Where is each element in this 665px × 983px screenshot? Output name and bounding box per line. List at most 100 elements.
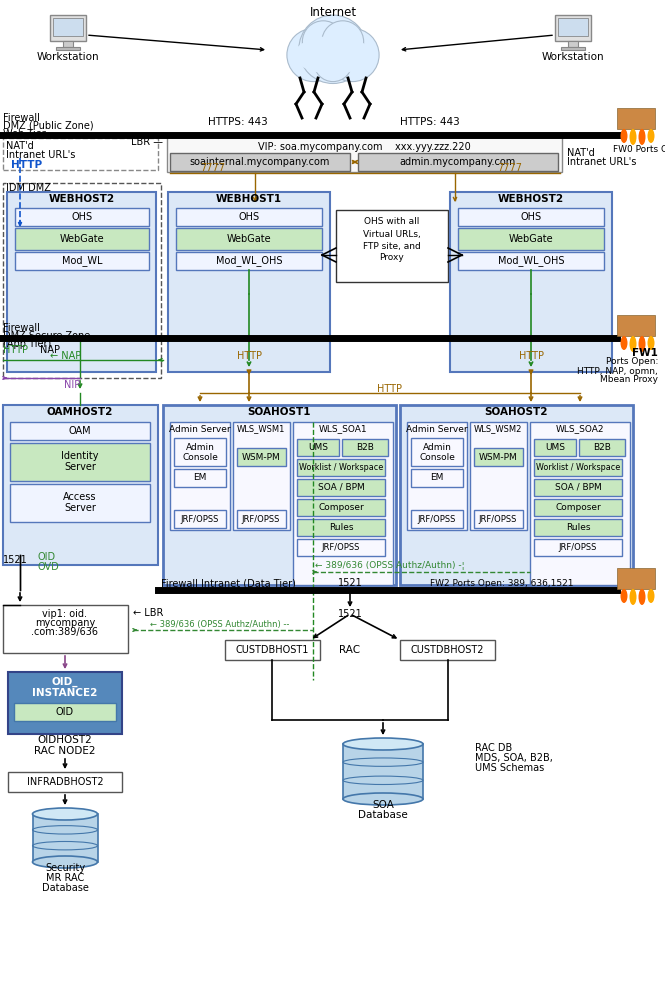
Text: OID: OID	[38, 552, 56, 562]
Text: Virtual URLs,: Virtual URLs,	[363, 229, 421, 239]
Text: Workstation: Workstation	[542, 52, 604, 62]
Text: Proxy: Proxy	[380, 254, 404, 262]
Text: OVD: OVD	[38, 562, 60, 572]
Text: WSM-PM: WSM-PM	[241, 452, 281, 461]
Text: DMZ (Public Zone): DMZ (Public Zone)	[3, 121, 94, 131]
FancyBboxPatch shape	[176, 228, 322, 250]
Text: vip1: oid.: vip1: oid.	[43, 609, 88, 619]
Text: JRF/OPSS: JRF/OPSS	[418, 514, 456, 524]
Text: 7777: 7777	[201, 163, 225, 173]
Ellipse shape	[638, 336, 646, 352]
Text: Worklist / Workspace: Worklist / Workspace	[536, 462, 620, 472]
Text: Mod_WL_OHS: Mod_WL_OHS	[215, 256, 282, 266]
Text: ← 389/636 (OPSS Authz/Authn) --: ← 389/636 (OPSS Authz/Authn) --	[150, 619, 290, 628]
FancyBboxPatch shape	[336, 210, 448, 282]
Text: Database: Database	[358, 810, 408, 820]
FancyBboxPatch shape	[237, 510, 286, 528]
Text: UMS Schemas: UMS Schemas	[475, 763, 544, 773]
Text: WEBHOST1: WEBHOST1	[216, 194, 282, 204]
FancyBboxPatch shape	[400, 640, 495, 660]
FancyBboxPatch shape	[558, 18, 588, 36]
Ellipse shape	[620, 589, 628, 603]
Ellipse shape	[648, 129, 654, 143]
Text: Admin Server: Admin Server	[406, 425, 467, 434]
FancyBboxPatch shape	[342, 439, 388, 456]
Text: ← 389/636 (OPSS Authz/Authn) -¦: ← 389/636 (OPSS Authz/Authn) -¦	[315, 561, 465, 570]
FancyBboxPatch shape	[474, 510, 523, 528]
Text: Rules: Rules	[329, 523, 353, 532]
FancyBboxPatch shape	[617, 108, 655, 129]
Text: Console: Console	[182, 452, 218, 461]
FancyBboxPatch shape	[3, 138, 158, 170]
FancyBboxPatch shape	[458, 228, 604, 250]
Text: Workstation: Workstation	[37, 52, 99, 62]
FancyBboxPatch shape	[534, 499, 622, 516]
Text: JRF/OPSS: JRF/OPSS	[559, 543, 597, 551]
FancyBboxPatch shape	[450, 192, 612, 372]
Text: OHS: OHS	[71, 212, 92, 222]
Text: ← LBR: ← LBR	[133, 608, 164, 618]
Ellipse shape	[343, 793, 423, 805]
FancyBboxPatch shape	[15, 252, 149, 270]
Text: JRF/OPSS: JRF/OPSS	[322, 543, 360, 551]
Text: MDS, SOA, B2B,: MDS, SOA, B2B,	[475, 753, 553, 763]
FancyBboxPatch shape	[8, 772, 122, 792]
Text: .com:389/636: .com:389/636	[31, 627, 98, 637]
Text: OIDHOST2: OIDHOST2	[38, 735, 92, 745]
Text: SOA / BPM: SOA / BPM	[555, 483, 601, 492]
Ellipse shape	[343, 738, 423, 750]
FancyBboxPatch shape	[167, 136, 562, 172]
Text: OID: OID	[56, 707, 74, 717]
FancyBboxPatch shape	[579, 439, 625, 456]
FancyBboxPatch shape	[233, 422, 290, 530]
FancyBboxPatch shape	[3, 605, 128, 653]
Text: WEBHOST2: WEBHOST2	[498, 194, 564, 204]
Text: Access: Access	[63, 492, 96, 502]
Text: UMS: UMS	[545, 442, 565, 451]
FancyBboxPatch shape	[343, 744, 423, 799]
Text: Composer: Composer	[555, 502, 601, 511]
FancyBboxPatch shape	[407, 422, 467, 530]
Ellipse shape	[630, 336, 636, 352]
FancyBboxPatch shape	[400, 405, 633, 585]
Text: soainternal.mycompany.com: soainternal.mycompany.com	[190, 157, 331, 167]
FancyBboxPatch shape	[7, 192, 156, 372]
FancyBboxPatch shape	[534, 479, 622, 496]
Circle shape	[322, 21, 364, 63]
FancyBboxPatch shape	[411, 438, 463, 466]
Text: OID_: OID_	[52, 677, 78, 687]
Text: FW1: FW1	[632, 348, 658, 358]
FancyBboxPatch shape	[50, 15, 86, 41]
Ellipse shape	[620, 336, 628, 350]
Text: Internet: Internet	[309, 6, 356, 19]
Text: OHS: OHS	[521, 212, 541, 222]
FancyBboxPatch shape	[470, 422, 527, 530]
Text: Admin: Admin	[186, 442, 214, 451]
Text: Intranet URL's: Intranet URL's	[567, 157, 636, 167]
FancyBboxPatch shape	[555, 15, 591, 41]
FancyBboxPatch shape	[174, 510, 226, 528]
Text: INFRADBHOST2: INFRADBHOST2	[27, 777, 103, 787]
Text: Server: Server	[64, 503, 96, 513]
FancyBboxPatch shape	[237, 448, 286, 466]
Text: Firewall: Firewall	[3, 113, 40, 123]
Ellipse shape	[648, 589, 654, 603]
FancyBboxPatch shape	[358, 153, 558, 171]
FancyBboxPatch shape	[3, 405, 158, 565]
Text: SOA: SOA	[372, 800, 394, 810]
FancyBboxPatch shape	[15, 228, 149, 250]
Text: Firewall: Firewall	[3, 323, 40, 333]
FancyBboxPatch shape	[15, 208, 149, 226]
FancyBboxPatch shape	[8, 672, 122, 734]
FancyBboxPatch shape	[534, 539, 622, 556]
FancyBboxPatch shape	[33, 814, 98, 862]
Text: OHS with all: OHS with all	[364, 217, 420, 226]
Text: HTTPS: 443: HTTPS: 443	[208, 117, 268, 127]
Text: RAC DB: RAC DB	[475, 743, 512, 753]
Ellipse shape	[648, 336, 654, 350]
FancyBboxPatch shape	[568, 41, 578, 47]
Text: CUSTDBHOST1: CUSTDBHOST1	[235, 645, 309, 655]
Text: NIP: NIP	[64, 380, 80, 390]
FancyBboxPatch shape	[174, 438, 226, 466]
Text: Worklist / Workspace: Worklist / Workspace	[299, 462, 383, 472]
